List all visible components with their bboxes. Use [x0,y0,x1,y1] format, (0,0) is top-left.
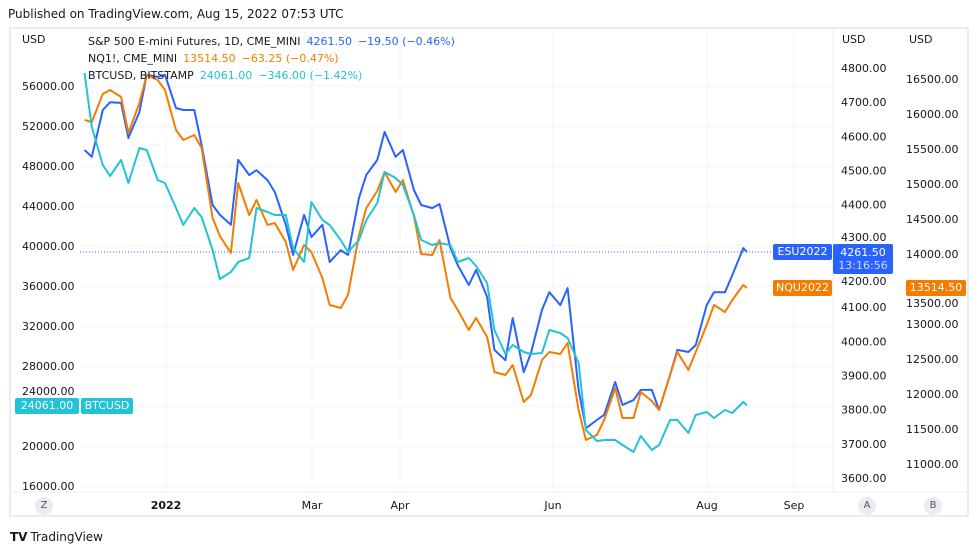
series-lines [83,72,748,453]
middle-axis-tick-label: 4200.00 [841,275,887,288]
middle-axis-tick-label: 3700.00 [841,438,887,451]
left-axis-tick-label: 56000.00 [22,80,75,93]
middle-axis-tick-label: 4700.00 [841,96,887,109]
middle-axis-tick-label: 3800.00 [841,404,887,417]
left-axis-tick-label: 40000.00 [22,240,75,253]
btc-price-tag: 24061.00 [15,398,79,414]
right-axis-tick-label: 14000.00 [906,248,959,261]
legend-btc[interactable]: BTCUSD, BITSTAMP 24061.00 −346.00 (−1.42%) [88,69,368,82]
right-axis-tick-label: 14500.00 [906,213,959,226]
left-axis-tick-label: 24000.00 [22,385,75,398]
left-axis-unit: USD [22,33,46,46]
middle-axis-unit: USD [842,33,866,46]
es-price: 4261.50 [840,246,886,259]
series-line-btcusd[interactable] [83,72,748,453]
legend-es-change: −19.50 (−0.46%) [357,35,455,48]
left-scale-button[interactable]: Z [35,497,53,515]
right-axis-tick-label: 16000.00 [906,108,959,121]
chart-frame [9,27,969,517]
middle-scale-button[interactable]: A [858,497,876,515]
right-axis-unit: USD [909,33,933,46]
es-price-tag: 4261.50 13:16:56 [833,244,893,274]
x-tick-label: Apr [390,499,410,512]
right-axis-tick-label: 13500.00 [906,297,959,310]
left-axis-tick-label: 32000.00 [22,320,75,333]
middle-axis-tick-label: 4000.00 [841,335,887,348]
btc-symbol-tag: BTCUSD [81,398,133,414]
tradingview-logo-icon: TV [10,530,28,544]
legend-btc-name: BTCUSD, BITSTAMP [88,69,194,82]
middle-axis-tick-label: 4100.00 [841,301,887,314]
es-symbol-tag: ESU2022 [773,244,832,260]
nq-symbol-tag: NQU2022 [773,280,832,296]
middle-axis-tick-label: 4400.00 [841,199,887,212]
legend-nq-name: NQ1!, CME_MINI [88,52,178,65]
x-tick-label: Aug [696,499,717,512]
left-axis-tick-label: 48000.00 [22,160,75,173]
es-countdown: 13:16:56 [838,259,888,272]
left-axis-tick-label: 52000.00 [22,120,75,133]
legend-es-price: 4261.50 [306,35,352,48]
right-axis-tick-label: 11500.00 [906,423,959,436]
nq-price-tag: 13514.50 [906,280,966,296]
grid [11,29,967,493]
left-axis-tick-label: 28000.00 [22,360,75,373]
middle-axis-tick-label: 3600.00 [841,472,887,485]
middle-axis-tick-label: 4300.00 [841,231,887,244]
right-axis-tick-label: 16500.00 [906,73,959,86]
right-scale-button[interactable]: B [924,497,942,515]
legend-btc-price: 24061.00 [199,69,253,82]
x-tick-label: Jun [543,499,561,512]
left-axis-tick-label: 16000.00 [22,480,75,493]
right-axis-tick-label: 15000.00 [906,178,959,191]
middle-axis-tick-label: 4800.00 [841,62,887,75]
middle-axis-tick-label: 4600.00 [841,130,887,143]
middle-axis-tick-label: 3900.00 [841,370,887,383]
legend-es-name: S&P 500 E-mini Futures, 1D, CME_MINI [88,35,301,48]
series-line-esu2022[interactable] [83,73,748,430]
legend-es[interactable]: S&P 500 E-mini Futures, 1D, CME_MINI 4261… [88,35,461,48]
right-axis-tick-label: 13000.00 [906,318,959,331]
axis-ticks: 2022 Mar Apr Jun Aug Sep 56000.00 52000.00 48000… [22,62,959,512]
left-axis-tick-label: 20000.00 [22,440,75,453]
legend-btc-change: −346.00 (−1.42%) [258,69,363,82]
legend-nq-price: 13514.50 [183,52,236,65]
middle-axis-tick-label: 4500.00 [841,165,887,178]
published-caption: Published on TradingView.com, Aug 15, 20… [8,7,344,21]
legend-nq[interactable]: NQ1!, CME_MINI 13514.50 −63.25 (−0.47%) [88,52,345,65]
right-axis-tick-label: 12000.00 [906,388,959,401]
right-axis-tick-label: 15500.00 [906,143,959,156]
left-axis-tick-label: 44000.00 [22,200,75,213]
right-axis-tick-label: 12500.00 [906,353,959,366]
brand-name: TradingView [30,530,103,544]
footer-brand[interactable]: TV TradingView [10,530,103,544]
right-axis-tick-label: 11000.00 [906,458,959,471]
series-line-nqu2022[interactable] [84,74,748,441]
x-tick-label: 2022 [151,499,182,512]
left-axis-tick-label: 36000.00 [22,280,75,293]
x-tick-label: Sep [784,499,805,512]
legend-nq-change: −63.25 (−0.47%) [241,52,339,65]
x-tick-label: Mar [302,499,323,512]
